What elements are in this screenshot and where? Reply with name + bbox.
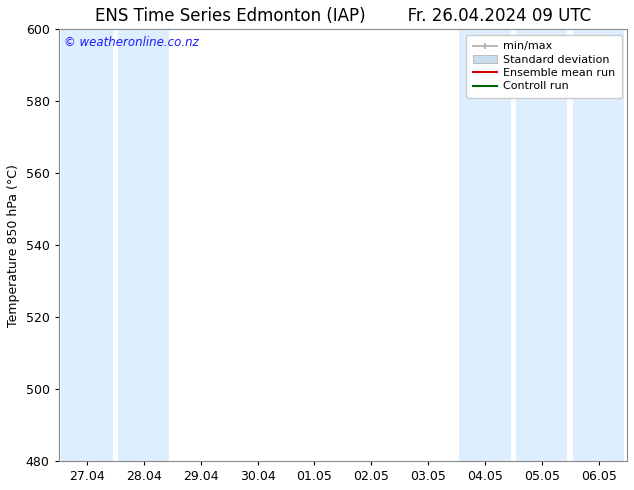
Title: ENS Time Series Edmonton (IAP)        Fr. 26.04.2024 09 UTC: ENS Time Series Edmonton (IAP) Fr. 26.04… — [94, 7, 591, 25]
Bar — [573, 29, 624, 461]
Legend: min/max, Standard deviation, Ensemble mean run, Controll run: min/max, Standard deviation, Ensemble me… — [466, 35, 621, 98]
Bar — [61, 29, 113, 461]
Bar — [460, 29, 510, 461]
Bar — [516, 29, 567, 461]
Text: © weatheronline.co.nz: © weatheronline.co.nz — [64, 36, 199, 49]
Y-axis label: Temperature 850 hPa (°C): Temperature 850 hPa (°C) — [7, 164, 20, 327]
Bar — [118, 29, 169, 461]
